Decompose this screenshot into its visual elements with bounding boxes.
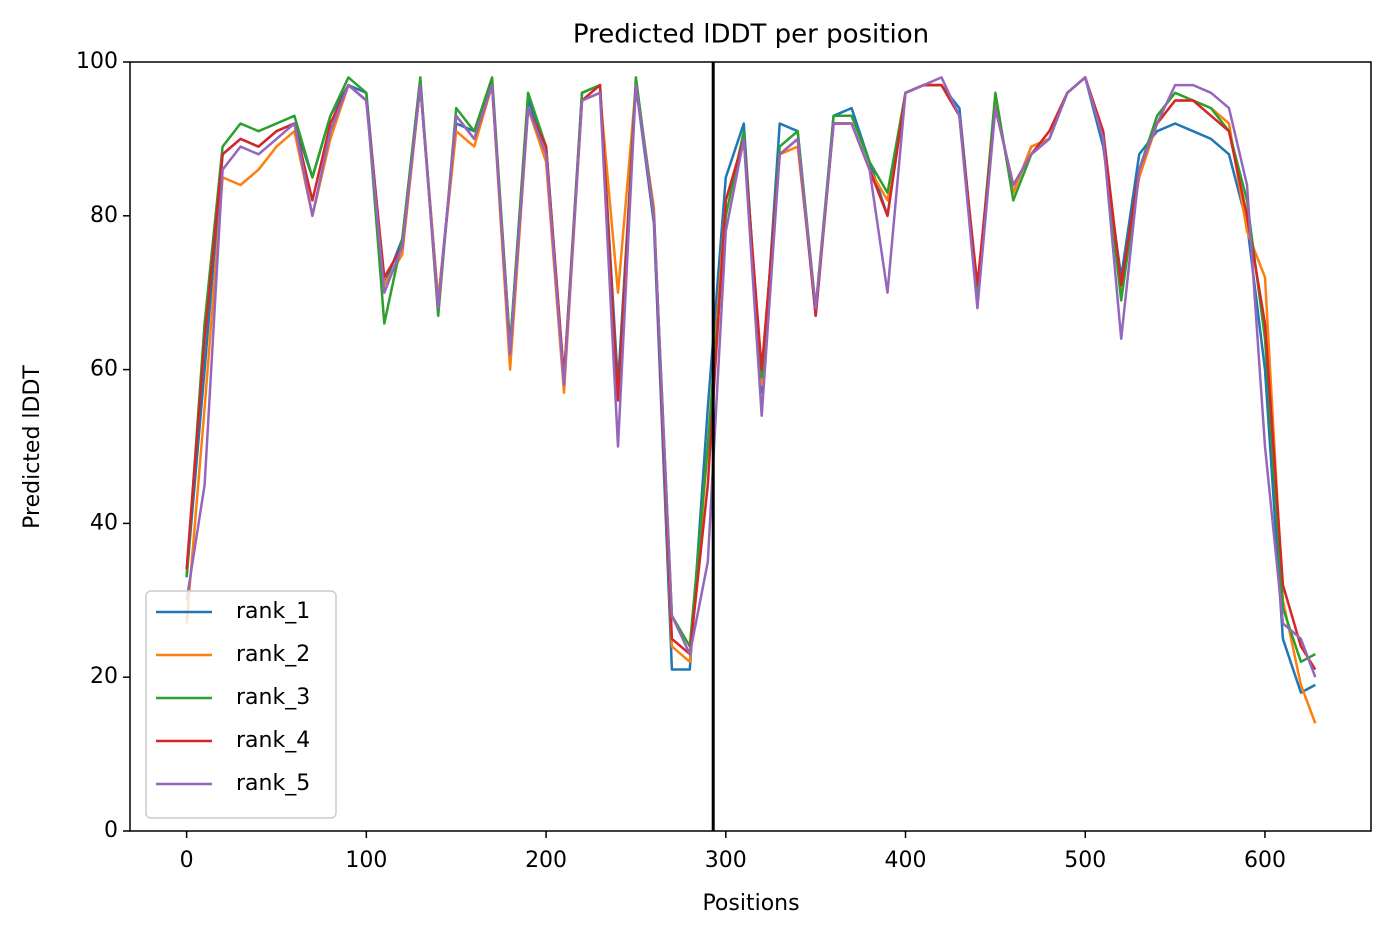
y-tick-label: 40	[90, 510, 118, 535]
chart-title: Predicted lDDT per position	[573, 20, 929, 50]
series-line	[185, 76, 1316, 664]
y-tick-label: 80	[90, 203, 118, 228]
legend: rank_1 rank_2 rank_3 rank_4 rank_5	[145, 590, 337, 819]
x-tick-label: 600	[1244, 848, 1286, 873]
series-line	[185, 76, 1316, 694]
x-tick-label: 200	[525, 848, 567, 873]
x-tick-label: 100	[345, 848, 387, 873]
y-tick-label: 100	[76, 49, 118, 74]
legend-box	[145, 590, 337, 819]
y-axis-label: Predicted lDDT	[20, 365, 45, 529]
plot-frame	[129, 61, 1372, 832]
legend-label: rank_5	[236, 771, 310, 796]
y-tick-label: 60	[90, 357, 118, 382]
legend-label: rank_4	[236, 728, 310, 753]
x-axis-label: Positions	[702, 891, 799, 916]
legend-label: rank_1	[236, 599, 310, 624]
x-tick-label: 0	[180, 848, 194, 873]
y-tick-label: 20	[90, 664, 118, 689]
series-line	[185, 76, 1317, 671]
x-tick-label: 300	[705, 848, 747, 873]
y-tick-label: 0	[104, 818, 118, 843]
series-line	[185, 76, 1317, 678]
series-line	[185, 76, 1317, 724]
legend-label: rank_3	[236, 685, 310, 710]
x-tick-label: 400	[885, 848, 927, 873]
x-tick-label: 500	[1064, 848, 1106, 873]
legend-label: rank_2	[236, 642, 310, 667]
